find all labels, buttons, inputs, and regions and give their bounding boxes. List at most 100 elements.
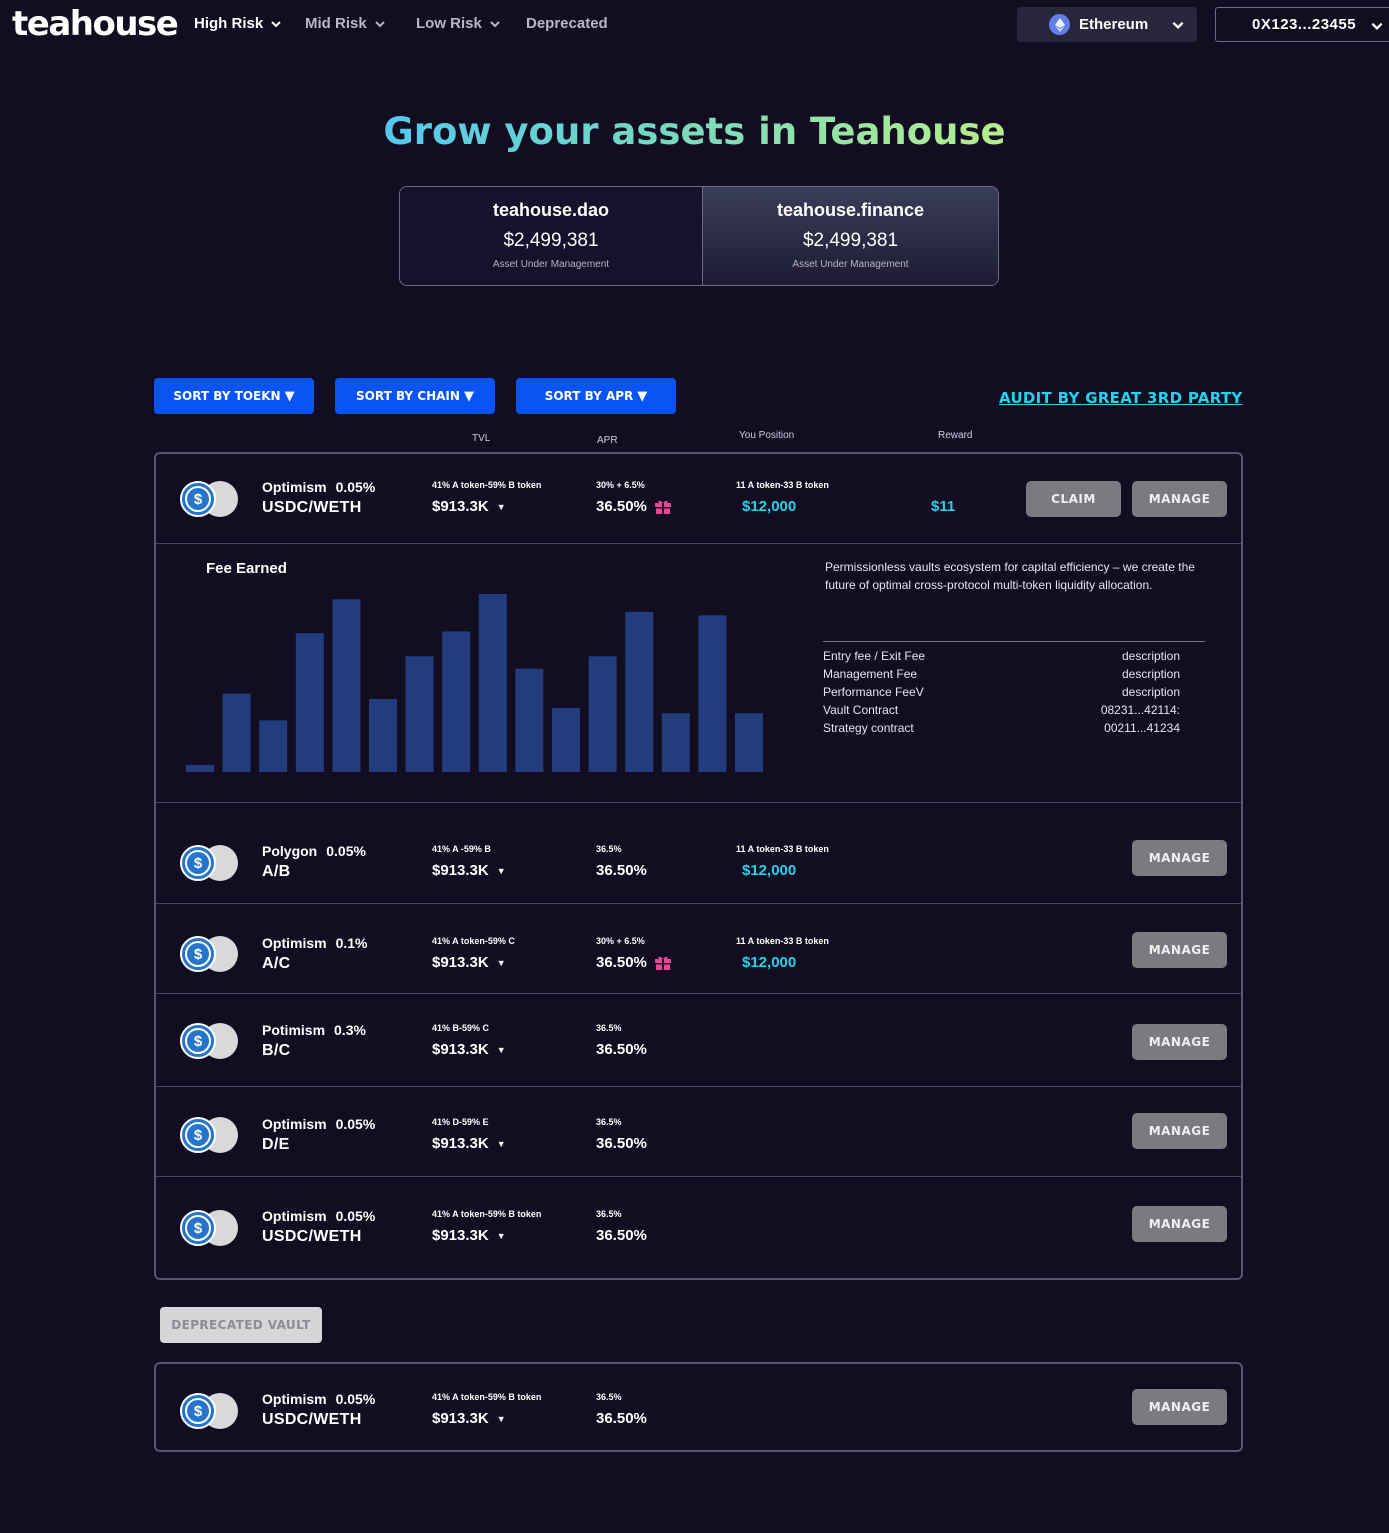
vault-chain: Optimism [262, 479, 327, 495]
vault-chain: Polygon [262, 843, 318, 859]
token-pair-icons: $ [180, 936, 242, 972]
fee-bar [698, 615, 727, 772]
fee-earned-chart [186, 594, 763, 772]
vault-chain-fee: Potimism 0.3% [262, 1022, 366, 1038]
sort-by-chain-button[interactable]: SORT BY CHAIN ▼ [335, 378, 495, 414]
audit-link[interactable]: AUDIT BY GREAT 3RD PARTY [999, 389, 1243, 407]
nav-deprecated[interactable]: Deprecated [526, 15, 608, 32]
tvl-value: $913.3K ▼ [432, 1041, 506, 1058]
usdc-icon: $ [180, 1117, 216, 1153]
table-row[interactable]: $ Polygon 0.05% A/B 41% A -59% B $913.3K ▼… [156, 803, 1241, 903]
sort-by-apr-button[interactable]: SORT BY APR ▼ [516, 378, 676, 414]
table-row[interactable]: $ Optimism 0.1% A/C 41% A token-59% C $91… [156, 904, 1241, 993]
tvl-ratio: 41% B-59% C [432, 1023, 490, 1033]
detail-value: description [1121, 667, 1180, 681]
tvl-value: $913.3K ▼ [432, 954, 506, 971]
detail-row: Strategy contract 00211...41234 [823, 719, 1180, 737]
wallet-button[interactable]: 0X123...23455 [1215, 7, 1389, 42]
sort-by-apr-label: SORT BY APR [544, 389, 634, 403]
tvl-value: $913.3K ▼ [432, 498, 506, 515]
apr-breakdown: 36.5% [596, 1023, 622, 1033]
claim-button[interactable]: CLAIM [1026, 481, 1121, 517]
detail-row: Vault Contract 08231...42114: [823, 701, 1180, 719]
nav-high-risk[interactable]: High Risk [194, 15, 282, 32]
table-row[interactable]: $ Optimism 0.05% USDC/WETH 41% A token-59… [156, 1177, 1241, 1278]
fee-bar [442, 631, 471, 772]
deprecated-vault-button[interactable]: DEPRECATED VAULT [160, 1307, 322, 1343]
position-breakdown: 11 A token-33 B token [736, 480, 829, 490]
caret-down-icon: ▼ [496, 1413, 506, 1424]
stat-finance: teahouse.finance $2,499,381 Asset Under … [702, 187, 998, 285]
table-row[interactable]: $ Optimism 0.05% USDC/WETH 41% A token-59… [156, 1364, 1241, 1450]
apr-value: 36.50% [596, 498, 671, 515]
wallet-address: 0X123...23455 [1252, 16, 1357, 33]
triangle-down-icon: ▼ [463, 388, 474, 404]
strategy-contract-address[interactable]: 00211...41234 [1104, 721, 1180, 735]
fee-bar [332, 599, 361, 772]
caret-down-icon: ▼ [496, 501, 506, 512]
tvl-ratio: 41% A token-59% C [432, 936, 515, 946]
position-breakdown: 11 A token-33 B token [736, 936, 829, 946]
caret-down-icon: ▼ [496, 865, 506, 876]
table-row[interactable]: $ Potimism 0.3% B/C 41% B-59% C $913.3K ▼ … [156, 994, 1241, 1086]
fee-bar [735, 713, 763, 772]
stat-name: teahouse.dao [492, 200, 610, 220]
token-pair-icons: $ [180, 1393, 242, 1429]
vault-contract-address[interactable]: 08231...42114: [1100, 703, 1180, 717]
chevron-down-icon [271, 20, 281, 27]
teahouse-logo[interactable]: teahouse [12, 4, 179, 44]
vault-description: Permissionless vaults ecosystem for capi… [825, 560, 1195, 592]
manage-button[interactable]: MANAGE [1132, 1206, 1227, 1242]
fee-bar [405, 656, 434, 772]
vault-chain-fee: Optimism 0.05% [262, 1208, 375, 1224]
manage-button[interactable]: MANAGE [1132, 1024, 1227, 1060]
apr-value: 36.50% [596, 1227, 647, 1244]
table-row[interactable]: $ Optimism 0.05% USDC/WETH 41% A token-59… [156, 454, 1241, 543]
manage-button[interactable]: MANAGE [1132, 1389, 1227, 1425]
vault-pair: USDC/WETH [262, 1228, 362, 1245]
apr-value: 36.50% [596, 1135, 647, 1152]
tvl-ratio: 41% A token-59% B token [432, 480, 542, 490]
gift-icon [654, 956, 671, 970]
usdc-icon: $ [180, 936, 216, 972]
vault-fee: 0.05% [335, 1116, 376, 1132]
fee-bar [222, 693, 251, 772]
apr-value: 36.50% [596, 862, 647, 879]
row-divider [156, 993, 1241, 994]
nav-mid-risk[interactable]: Mid Risk [305, 15, 386, 32]
vault-pair: B/C [262, 1042, 291, 1059]
manage-button[interactable]: MANAGE [1132, 932, 1227, 968]
vault-fee: 0.05% [326, 843, 366, 859]
fee-bar [625, 611, 654, 772]
nav-low-risk[interactable]: Low Risk [416, 15, 501, 32]
gift-icon [654, 500, 671, 514]
detail-value: description [1121, 685, 1180, 699]
stat-value: $2,499,381 [503, 230, 599, 251]
vault-pair: A/B [262, 863, 291, 880]
vault-fee: 0.3% [334, 1022, 366, 1038]
row-divider [156, 802, 1241, 803]
token-pair-icons: $ [180, 481, 242, 517]
row-divider [156, 1176, 1241, 1177]
tvl-ratio: 41% D-59% E [432, 1117, 489, 1127]
table-row[interactable]: $ Optimism 0.05% D/E 41% D-59% E $913.3K ▼… [156, 1087, 1241, 1176]
nav-low-risk-label: Low Risk [416, 15, 482, 32]
fee-bar [515, 668, 544, 772]
manage-button[interactable]: MANAGE [1132, 1113, 1227, 1149]
detail-value: description [1121, 649, 1180, 663]
sort-by-token-button[interactable]: SORT BY TOEKN ▼ [154, 378, 314, 414]
nav-mid-risk-label: Mid Risk [305, 15, 367, 32]
manage-button[interactable]: MANAGE [1132, 481, 1227, 517]
caret-down-icon: ▼ [496, 957, 506, 968]
vault-chain-fee: Optimism 0.05% [262, 1116, 375, 1132]
stat-caption: Asset Under Management [792, 259, 909, 270]
tvl-ratio: 41% A -59% B [432, 844, 491, 854]
vault-pair: USDC/WETH [262, 499, 362, 516]
manage-button[interactable]: MANAGE [1132, 840, 1227, 876]
chain-selector[interactable]: Ethereum [1017, 7, 1197, 42]
token-pair-icons: $ [180, 1023, 242, 1059]
stat-name: teahouse.finance [776, 200, 925, 220]
row-divider [156, 903, 1241, 904]
apr-breakdown: 30% + 6.5% [596, 936, 645, 946]
tvl-ratio: 41% A token-59% B token [432, 1209, 542, 1219]
